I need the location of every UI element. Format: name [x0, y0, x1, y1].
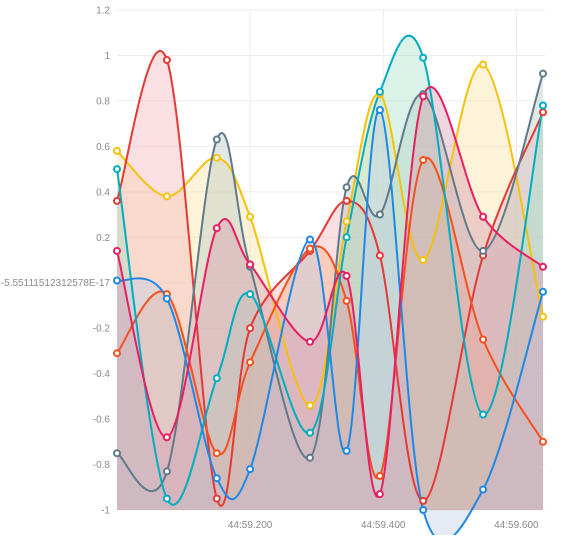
- y-tick-label: -0.8: [93, 460, 111, 471]
- y-tick-label: -5.55111512312578E-17: [1, 278, 111, 289]
- series-2-point[interactable]: [212, 494, 221, 503]
- series-6-point[interactable]: [479, 485, 488, 494]
- series-5-point[interactable]: [375, 87, 384, 96]
- series-7-point[interactable]: [479, 212, 488, 221]
- y-tick-label: -1: [101, 506, 110, 517]
- series-7-point[interactable]: [212, 224, 221, 233]
- series-5-point[interactable]: [162, 494, 171, 503]
- y-tick-label: -0.2: [93, 324, 111, 335]
- series-1-point[interactable]: [212, 153, 221, 162]
- series-3-point[interactable]: [113, 449, 121, 458]
- series-7-point[interactable]: [113, 246, 121, 255]
- series-1-point[interactable]: [246, 212, 255, 221]
- series-7-point[interactable]: [246, 260, 255, 269]
- y-tick-label: 1: [104, 51, 110, 62]
- series-6-point[interactable]: [539, 287, 547, 296]
- series-7-point[interactable]: [162, 433, 171, 442]
- x-tick-label: 44:59.200: [228, 520, 273, 531]
- series-7-point[interactable]: [342, 271, 351, 280]
- series-1-point[interactable]: [162, 192, 171, 201]
- series-points: [113, 53, 547, 514]
- x-tick-label: 44:59.400: [361, 520, 406, 531]
- series-3-point[interactable]: [479, 246, 488, 255]
- series-2-point[interactable]: [375, 251, 384, 260]
- y-tick-label: 0.2: [96, 233, 110, 244]
- series-1-point[interactable]: [479, 60, 488, 69]
- series-3-point[interactable]: [162, 467, 171, 476]
- series-6-point[interactable]: [162, 294, 171, 303]
- series-1-point[interactable]: [306, 401, 314, 410]
- series-2-point[interactable]: [246, 324, 255, 333]
- series-3-point[interactable]: [375, 210, 384, 219]
- series-2-area: [117, 50, 543, 510]
- series-4-point[interactable]: [419, 156, 428, 164]
- series-6-point[interactable]: [113, 276, 121, 285]
- series-3-area: [117, 73, 543, 510]
- series-2-point[interactable]: [342, 196, 351, 205]
- series-2-point[interactable]: [539, 108, 547, 117]
- series-3-point[interactable]: [342, 183, 351, 192]
- y-tick-label: 0.4: [96, 187, 110, 198]
- series-5-line: [116, 34, 544, 506]
- series-1-point[interactable]: [419, 256, 428, 264]
- series-4-point[interactable]: [246, 358, 255, 367]
- y-tick-label: 0.6: [96, 142, 110, 153]
- y-tick-label: 0.8: [96, 96, 110, 107]
- series-2-point[interactable]: [162, 56, 171, 64]
- series-areas: [117, 35, 543, 540]
- series-1-area: [117, 64, 543, 510]
- series-7-line: [116, 86, 544, 498]
- series-5-point[interactable]: [539, 101, 547, 110]
- series-4-point[interactable]: [539, 437, 547, 446]
- series-7-point[interactable]: [306, 337, 314, 346]
- series-3-point[interactable]: [539, 69, 547, 78]
- y-tick-label: 1.2: [96, 6, 110, 17]
- y-tick-label: -0.4: [93, 369, 111, 380]
- series-4-point[interactable]: [113, 349, 121, 358]
- series-3-point[interactable]: [212, 135, 221, 144]
- series-4-point[interactable]: [375, 471, 384, 480]
- series-6-point[interactable]: [246, 465, 255, 474]
- series-5-point[interactable]: [113, 165, 121, 174]
- series-4-point[interactable]: [342, 296, 351, 305]
- axis-labels: 1.2 1 0.8 0.6 0.4 0.2 -5.55111512312578E-17 -0.…: [1, 6, 539, 532]
- series-5-point[interactable]: [246, 290, 255, 299]
- series-6-point[interactable]: [375, 106, 384, 114]
- series-2-point[interactable]: [419, 496, 428, 505]
- series-6-point[interactable]: [419, 506, 428, 514]
- series-6-area: [117, 109, 543, 540]
- series-4-point[interactable]: [306, 244, 314, 253]
- series-5-point[interactable]: [306, 428, 314, 437]
- series-3-point[interactable]: [306, 453, 314, 462]
- y-tick-label: -0.6: [93, 415, 111, 426]
- series-5-point[interactable]: [479, 410, 488, 419]
- series-7-point[interactable]: [419, 92, 428, 101]
- series-1-point[interactable]: [113, 146, 121, 155]
- x-tick-label: 44:59.600: [494, 520, 539, 531]
- series-1-point[interactable]: [539, 312, 547, 321]
- series-4-point[interactable]: [479, 335, 488, 344]
- series-4-point[interactable]: [212, 449, 221, 458]
- series-7-area: [117, 87, 543, 510]
- series-7-point[interactable]: [539, 262, 547, 271]
- series-5-point[interactable]: [212, 374, 221, 383]
- series-5-point[interactable]: [419, 53, 428, 62]
- series-6-point[interactable]: [212, 474, 221, 483]
- series-1-point[interactable]: [342, 217, 351, 226]
- series-6-point[interactable]: [306, 235, 314, 244]
- series-2-point[interactable]: [113, 196, 121, 205]
- series-5-area: [117, 35, 543, 510]
- series-5-point[interactable]: [342, 233, 351, 242]
- series-7-point[interactable]: [375, 490, 384, 499]
- series-6-point[interactable]: [342, 446, 351, 455]
